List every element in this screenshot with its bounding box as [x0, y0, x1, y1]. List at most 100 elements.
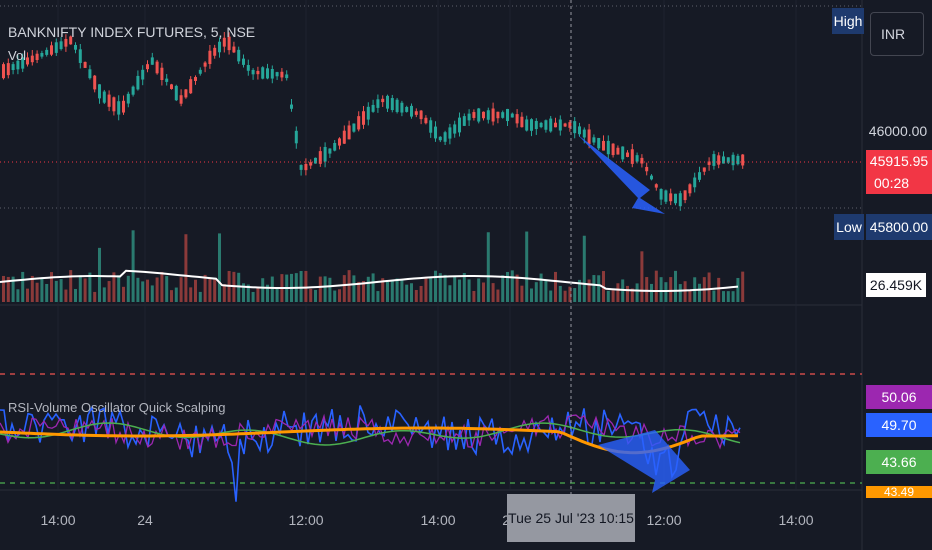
candle-body: [621, 146, 625, 160]
candle-body: [467, 113, 471, 121]
volume-bar: [165, 276, 169, 302]
candle-body: [141, 69, 145, 80]
volume-bar: [270, 276, 274, 302]
candle-body: [376, 99, 380, 108]
candle-body: [592, 137, 596, 143]
volume-bar: [218, 233, 221, 302]
volume-bar: [491, 283, 495, 302]
candle-body: [534, 120, 538, 130]
volume-bar: [659, 277, 663, 302]
candle-body: [626, 152, 629, 157]
drawn-arrows[interactable]: [578, 135, 690, 493]
candle-body: [6, 63, 10, 76]
candle-body: [194, 77, 197, 81]
candle-body: [611, 143, 615, 156]
volume-osc-value-badge: 49.70: [866, 413, 932, 437]
volume-bar: [352, 275, 356, 302]
volume-bar: [429, 276, 433, 302]
volume-bar: [448, 285, 452, 302]
candle-body: [40, 52, 44, 57]
volume-bar: [357, 281, 361, 302]
candle-body: [573, 121, 577, 134]
volume-bar: [242, 283, 245, 302]
candle-body: [602, 140, 605, 151]
candle-body: [189, 79, 193, 94]
candle-body: [582, 129, 586, 138]
volume-bar: [496, 289, 500, 302]
volume-bar: [510, 270, 514, 302]
volume-bar: [582, 235, 586, 302]
candle-body: [736, 155, 740, 165]
volume-bar: [347, 270, 351, 302]
volume-bar: [587, 279, 591, 302]
candle-body: [606, 140, 610, 155]
time-tick: 24: [137, 512, 153, 528]
candle-body: [256, 70, 260, 75]
time-tick: 14:00: [40, 512, 76, 528]
candle-body: [597, 137, 601, 149]
candle-body: [136, 75, 140, 90]
candle-body: [635, 155, 639, 162]
last-price-badge: 45915.95: [866, 150, 932, 172]
volume-bar: [616, 283, 620, 302]
volume-bar: [88, 272, 92, 302]
candle-body: [683, 190, 687, 201]
candle-body: [486, 110, 490, 120]
volume-bar: [40, 277, 44, 302]
volume-bar: [741, 271, 745, 302]
volume-bar: [669, 277, 673, 302]
volume-bar: [74, 288, 77, 302]
volume-bar: [419, 285, 423, 302]
volume-bar: [626, 285, 629, 302]
volume-bar: [405, 284, 409, 302]
candle-body: [712, 154, 716, 166]
candle-body: [554, 122, 557, 128]
candle-body: [659, 189, 663, 200]
candle-body: [74, 44, 77, 50]
time-tick: 12:00: [288, 512, 324, 528]
volume-bar: [107, 281, 111, 302]
volume-bar: [438, 273, 442, 302]
oscillator-series: [0, 373, 862, 502]
volume-bar: [69, 270, 73, 302]
candle-body: [741, 154, 745, 166]
volume-bar: [558, 285, 562, 302]
high-label: High: [832, 8, 864, 34]
volume-ma-line: [0, 269, 739, 292]
candle-body: [237, 49, 241, 62]
volume-bar: [410, 283, 413, 302]
volume-bar: [414, 289, 418, 302]
volume-bar: [568, 286, 572, 302]
volume-bar: [530, 288, 533, 302]
candle-body: [674, 193, 677, 204]
candle-body: [558, 119, 562, 131]
time-tick: 12:00: [646, 512, 682, 528]
candle-body: [347, 125, 351, 140]
candle-body: [530, 119, 533, 131]
overlay-lines: [0, 0, 862, 494]
candle-body: [117, 101, 121, 115]
volume-bar: [678, 284, 682, 302]
candle-body: [395, 99, 399, 112]
volume-bar: [304, 270, 308, 302]
volume-legend[interactable]: Vol: [8, 48, 27, 63]
volume-bar: [126, 275, 130, 302]
candle-body: [59, 41, 63, 50]
currency-button[interactable]: INR: [870, 12, 924, 56]
candle-body: [664, 190, 668, 202]
volume-bar: [534, 282, 538, 302]
volume-bar: [117, 275, 121, 302]
candle-body: [88, 69, 92, 79]
volume-bar: [189, 287, 193, 302]
candle-body: [102, 91, 106, 103]
indicator-title[interactable]: RSI-Volume Oscillator Quick Scalping: [8, 400, 226, 415]
candle-body: [371, 104, 375, 112]
candle-body: [462, 116, 466, 126]
volume-bar: [184, 234, 188, 302]
volume-bar: [376, 291, 380, 302]
volume-bar: [592, 275, 596, 302]
volume-bar: [501, 275, 505, 302]
volume-bar: [606, 290, 610, 302]
symbol-title[interactable]: BANKNIFTY INDEX FUTURES, 5, NSE: [8, 24, 256, 40]
